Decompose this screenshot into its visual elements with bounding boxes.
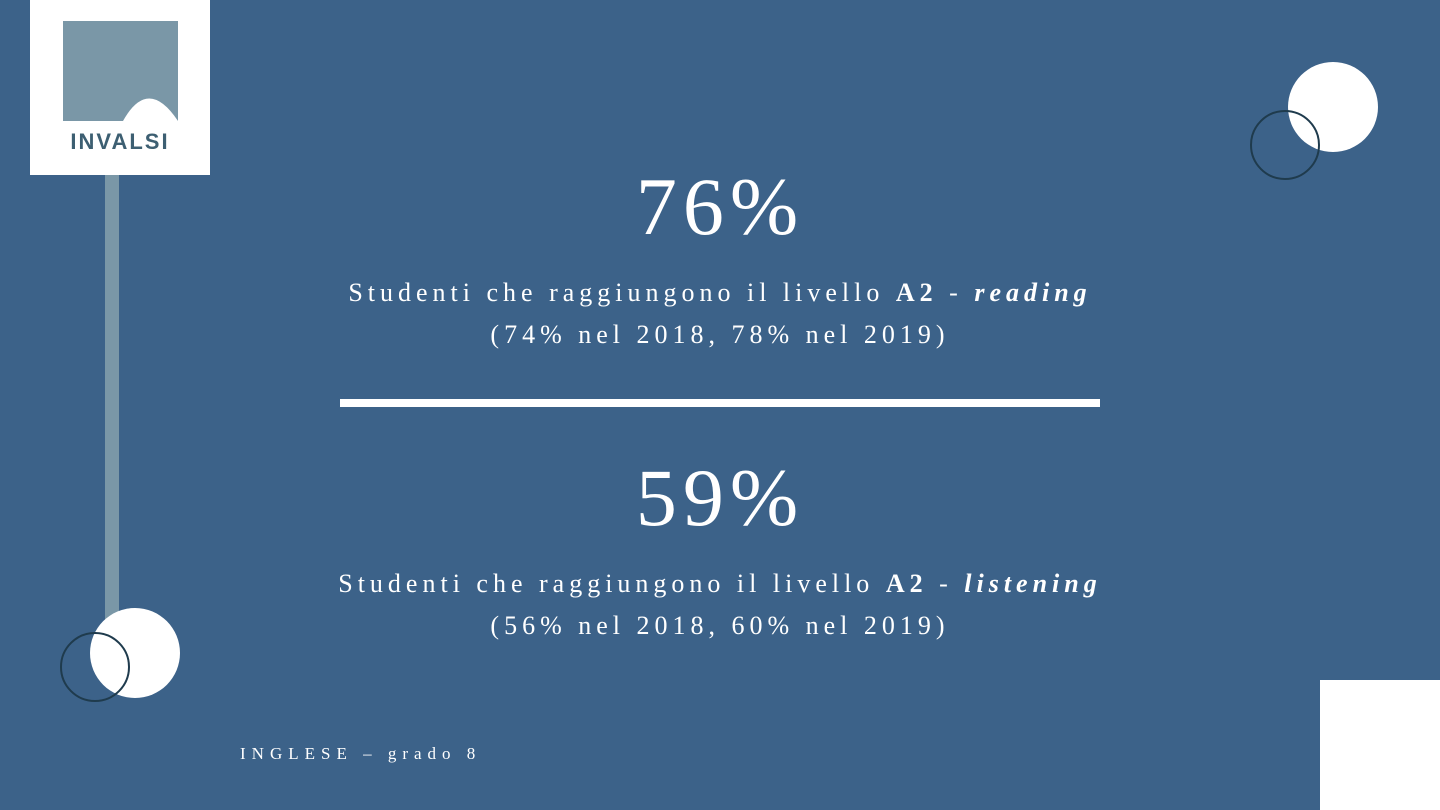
stat2-level: A2 (886, 569, 928, 598)
stat2-description: Studenti che raggiungono il livello A2 -… (220, 563, 1220, 646)
stat2-value: 59% (220, 451, 1220, 545)
stat2-skill: listening (964, 569, 1101, 598)
logo-text: INVALSI (70, 129, 169, 155)
stat-block-2: 59% Studenti che raggiungono il livello … (220, 451, 1220, 646)
divider-line (340, 399, 1100, 407)
stat1-description: Studenti che raggiungono il livello A2 -… (220, 272, 1220, 355)
logo-wave-icon (63, 21, 178, 121)
stat2-line2: (56% nel 2018, 60% nel 2019) (490, 611, 949, 640)
stat2-sep: - (928, 569, 965, 598)
stat1-prefix: Studenti che raggiungono il livello (348, 278, 896, 307)
stat1-sep: - (938, 278, 975, 307)
logo-box: INVALSI (30, 0, 210, 175)
stat1-level: A2 (896, 278, 938, 307)
stat1-skill: reading (974, 278, 1091, 307)
stat1-value: 76% (220, 160, 1220, 254)
logo-shape-icon (63, 21, 178, 121)
stat2-prefix: Studenti che raggiungono il livello (338, 569, 886, 598)
footer-text: INGLESE – grado 8 (240, 744, 481, 764)
content-area: 76% Studenti che raggiungono il livello … (0, 0, 1440, 810)
stat-block-1: 76% Studenti che raggiungono il livello … (220, 160, 1220, 355)
stat1-line2: (74% nel 2018, 78% nel 2019) (490, 320, 949, 349)
slide: INVALSI 76% Studenti che raggiungono il … (0, 0, 1440, 810)
